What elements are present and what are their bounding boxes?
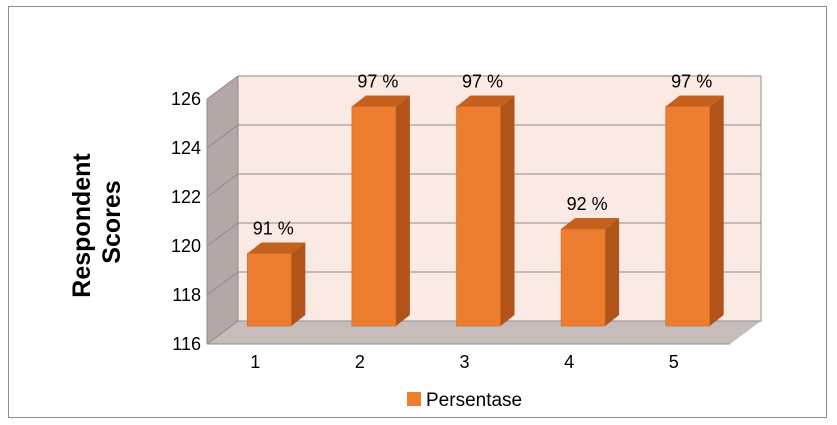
bar [456, 95, 515, 327]
bar-front [351, 106, 397, 327]
floor [207, 321, 761, 344]
bar [351, 95, 410, 327]
bar-top [247, 242, 306, 254]
side-wall [207, 76, 238, 344]
bar-top [456, 95, 515, 107]
legend-swatch [407, 392, 421, 406]
bar-side [605, 218, 620, 326]
bar-side [500, 95, 515, 326]
y-axis-title-line-2: Scores [98, 180, 126, 263]
y-tick-label: 116 [172, 334, 201, 354]
bar-top [351, 95, 410, 107]
data-label: 91 % [253, 219, 294, 239]
bar [560, 218, 620, 327]
gridline [206, 173, 761, 198]
bar-front [560, 228, 606, 327]
data-label: 92 % [567, 194, 608, 214]
data-label: 97 % [671, 72, 712, 92]
bar-front [247, 253, 292, 327]
y-tick-label: 120 [171, 236, 201, 256]
bar-front [665, 106, 711, 327]
y-tick-label: 118 [172, 285, 201, 305]
bar-top [665, 95, 724, 107]
data-labels: 91 % 97 % 97 % 92 % 97 % [253, 72, 712, 239]
data-label: 97 % [462, 72, 503, 92]
gridline [206, 124, 761, 149]
x-tick-label: 4 [564, 352, 574, 372]
legend: Persentase [407, 390, 522, 411]
bar-side [709, 95, 724, 326]
y-tick-label: 122 [171, 187, 201, 207]
y-tick-label: 124 [171, 138, 201, 158]
x-tick-label: 5 [669, 352, 679, 372]
bar-side [395, 95, 410, 326]
bar-front [456, 106, 501, 327]
data-label: 97 % [357, 72, 398, 92]
gridline [206, 75, 761, 100]
bar [665, 95, 724, 327]
y-axis-ticks: 116 118 120 122 124 126 [171, 89, 201, 354]
bars [247, 95, 724, 327]
bar-top [561, 218, 620, 229]
y-tick-label: 126 [171, 89, 201, 109]
x-tick-label: 3 [459, 352, 469, 372]
y-axis-title: Respondent Scores [68, 146, 126, 297]
x-tick-label: 1 [250, 352, 260, 372]
bar-side [291, 242, 306, 326]
legend-label: Persentase [426, 390, 522, 411]
bar [247, 242, 306, 327]
x-axis-ticks: 1 2 3 4 5 [250, 352, 678, 372]
x-tick-label: 2 [355, 352, 365, 372]
y-axis-title-line-1: Respondent [68, 153, 96, 298]
